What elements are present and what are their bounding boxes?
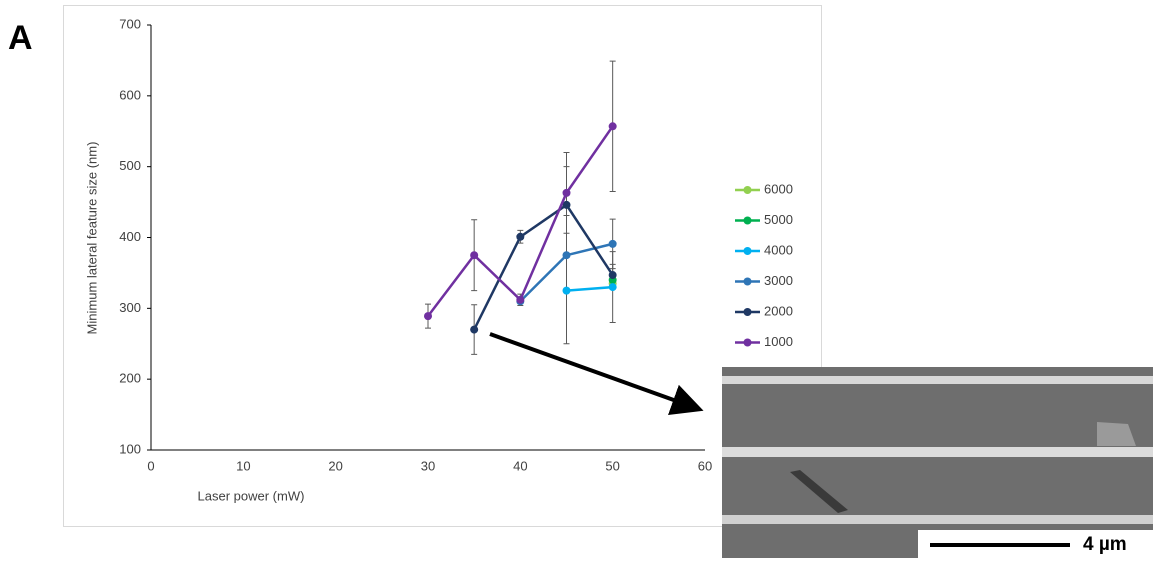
point <box>562 200 571 209</box>
y-tick-label: 400 <box>119 229 141 244</box>
legend-label: 1000 <box>764 334 793 349</box>
y-tick-label: 200 <box>119 371 141 386</box>
x-tick-label: 10 <box>236 458 250 473</box>
point <box>608 283 617 292</box>
arrow <box>489 332 704 415</box>
legend-marker <box>743 277 752 286</box>
series-line <box>473 203 614 331</box>
x-tick-label: 0 <box>147 458 154 473</box>
y-tick-label: 600 <box>119 87 141 102</box>
scale-label: 4 µm <box>1083 534 1127 555</box>
x-tick-label: 30 <box>421 458 435 473</box>
legend-label: 6000 <box>764 181 793 196</box>
point <box>562 188 571 197</box>
point <box>516 232 525 241</box>
x-axis-title: Laser power (mW) <box>198 488 305 503</box>
x-tick-label: 20 <box>328 458 342 473</box>
x-tick-label: 60 <box>698 458 712 473</box>
legend-marker <box>743 186 752 194</box>
point <box>608 239 617 248</box>
chart-frame <box>63 5 822 527</box>
point <box>516 295 525 304</box>
y-tick-label: 300 <box>119 300 141 315</box>
legend-marker <box>743 216 752 225</box>
y-tick-label: 700 <box>119 16 141 31</box>
point <box>608 271 617 280</box>
sem-image <box>722 367 1153 558</box>
series-line <box>566 285 613 292</box>
point <box>470 251 479 260</box>
legend-marker <box>743 338 752 347</box>
point <box>562 286 571 295</box>
legend-label: 4000 <box>764 242 793 257</box>
legend-label: 3000 <box>764 273 793 288</box>
x-tick-label: 40 <box>513 458 527 473</box>
point <box>424 312 432 321</box>
legend-label: 5000 <box>764 212 793 227</box>
legend-marker <box>743 308 752 316</box>
legend-marker <box>743 247 752 255</box>
point <box>470 325 479 334</box>
x-tick-label: 50 <box>605 458 619 473</box>
y-tick-label: 100 <box>119 441 141 456</box>
y-tick-label: 500 <box>119 158 141 173</box>
point <box>562 251 571 260</box>
point <box>608 122 617 131</box>
legend-label: 2000 <box>764 303 793 318</box>
panel-label: A <box>8 19 33 57</box>
y-axis-title: Minimum lateral feature size (nm) <box>84 142 99 335</box>
